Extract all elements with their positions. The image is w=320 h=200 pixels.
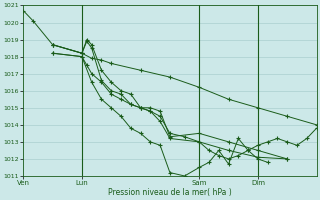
- X-axis label: Pression niveau de la mer( hPa ): Pression niveau de la mer( hPa ): [108, 188, 232, 197]
